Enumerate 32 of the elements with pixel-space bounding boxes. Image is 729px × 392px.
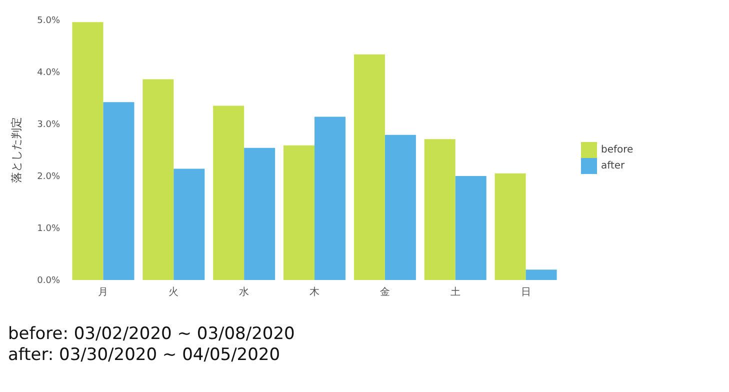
bar: [72, 22, 104, 280]
y-axis-title: 落とした判定: [10, 117, 23, 183]
y-tick-label: 4.0%: [37, 68, 60, 78]
x-tick-label: 月: [98, 287, 108, 298]
bar: [174, 168, 205, 280]
x-tick-label: 木: [310, 286, 320, 298]
x-tick-label: 水: [239, 286, 250, 298]
y-tick-label: 1.0%: [37, 224, 60, 234]
legend-label: after: [601, 160, 625, 172]
y-tick-label: 0.0%: [37, 276, 60, 286]
bar: [384, 134, 416, 280]
y-tick-label: 2.0%: [37, 172, 60, 182]
y-tick-label: 3.0%: [37, 120, 60, 130]
bar: [244, 148, 276, 280]
x-tick-label: 土: [450, 286, 460, 298]
bar: [213, 106, 244, 280]
x-tick-label: 火: [168, 286, 179, 298]
bar: [142, 79, 174, 280]
bar: [314, 116, 346, 280]
bar: [103, 102, 134, 280]
bar: [526, 270, 557, 280]
bar: [455, 176, 486, 280]
y-tick-label: 5.0%: [37, 16, 60, 26]
bar: [494, 173, 526, 280]
bar: [284, 145, 315, 280]
legend-label: before: [601, 144, 634, 156]
bar: [354, 54, 385, 280]
text: before: 03/02/2020 ~ 03/08/2020: [8, 324, 296, 345]
x-tick-label: 日: [520, 287, 531, 298]
x-tick-label: 金: [380, 286, 390, 298]
bar: [424, 139, 456, 280]
text: after: 03/30/2020 ~ 04/05/2020: [8, 345, 282, 366]
